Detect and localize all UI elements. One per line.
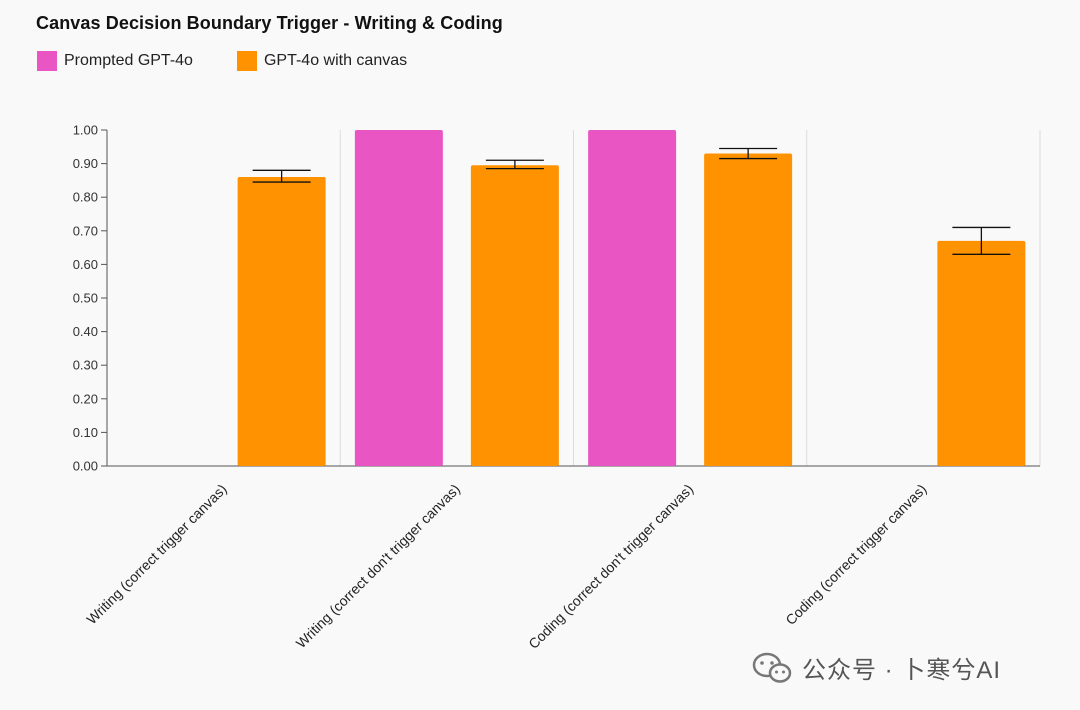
bar-prompted xyxy=(588,130,677,466)
legend-swatch-canvas xyxy=(236,51,257,71)
y-tick-label: 0.40 xyxy=(73,324,98,339)
watermark: 公众号 · 卜寒兮AI xyxy=(752,650,1001,685)
legend-label-canvas: GPT-4o with canvas xyxy=(263,52,408,69)
y-tick-label: 0.60 xyxy=(73,257,98,272)
legend-item-canvas[interactable]: GPT-4o with canvas xyxy=(236,51,408,71)
bar-canvas xyxy=(470,165,559,466)
wechat-icon xyxy=(752,652,792,683)
legend-swatch-prompted xyxy=(37,51,57,71)
y-tick-label: 0.00 xyxy=(73,459,98,474)
bar-prompted xyxy=(354,130,443,466)
watermark-text: 公众号 · 卜寒兮AI xyxy=(802,657,1002,684)
y-tick-label: 0.80 xyxy=(73,190,98,205)
y-tick-label: 0.70 xyxy=(73,223,98,238)
y-tick-label: 0.20 xyxy=(73,391,98,406)
legend-item-prompted[interactable]: Prompted GPT-4o xyxy=(37,51,193,71)
y-tick-label: 0.50 xyxy=(73,291,98,306)
x-category-label: Coding (correct trigger canvas) xyxy=(782,481,929,628)
y-tick-label: 0.90 xyxy=(73,156,98,171)
legend: Prompted GPT-4o GPT-4o with canvas xyxy=(37,51,451,71)
x-category-label: Writing (correct don't trigger canvas) xyxy=(293,481,463,651)
y-tick-label: 1.00 xyxy=(73,123,98,138)
bar-canvas xyxy=(704,153,793,466)
bar-canvas xyxy=(937,240,1026,466)
y-tick-label: 0.30 xyxy=(73,358,98,373)
legend-label-prompted: Prompted GPT-4o xyxy=(64,52,193,69)
x-category-label: Coding (correct don't trigger canvas) xyxy=(525,481,696,652)
bar-canvas xyxy=(237,177,326,467)
x-category-label: Writing (correct trigger canvas) xyxy=(83,481,229,627)
chart-title: Canvas Decision Boundary Trigger - Writi… xyxy=(36,13,503,33)
y-tick-label: 0.10 xyxy=(73,425,98,440)
